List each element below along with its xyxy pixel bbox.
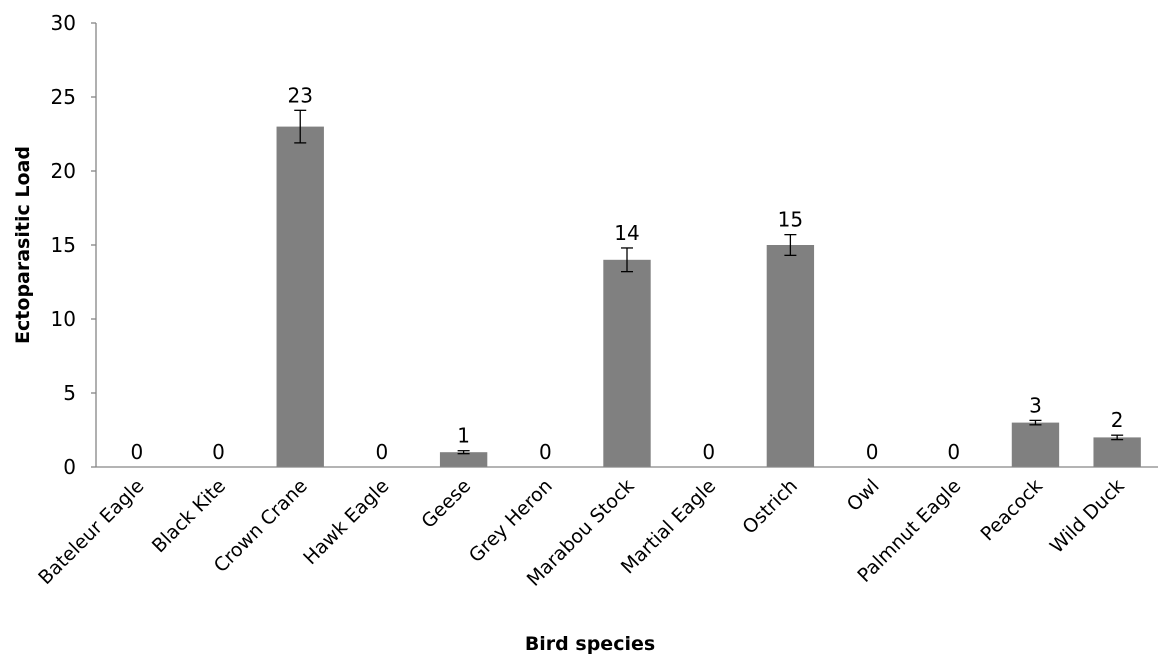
data-label: 0 — [947, 440, 960, 464]
data-label: 0 — [376, 440, 389, 464]
category-label: Hawk Eagle — [299, 475, 393, 569]
category-label: Black Kite — [148, 475, 230, 557]
data-label: 0 — [702, 440, 715, 464]
data-label: 0 — [212, 440, 225, 464]
bar — [276, 126, 324, 467]
category-label: Peacock — [977, 475, 1047, 545]
data-label: 3 — [1029, 393, 1042, 417]
y-tick-label: 5 — [63, 381, 76, 405]
y-axis-title: Ectoparasitic Load — [12, 146, 34, 344]
y-tick-label: 20 — [51, 159, 76, 183]
x-axis-title: Bird species — [525, 633, 655, 655]
bar — [1093, 437, 1141, 467]
category-label: Wild Duck — [1046, 475, 1129, 558]
bar — [1011, 422, 1060, 467]
y-tick-label: 0 — [63, 455, 76, 479]
bar — [603, 259, 651, 467]
y-tick-label: 30 — [51, 11, 76, 35]
data-label: 14 — [614, 221, 639, 245]
data-labels: 0 0 23 0 1 0 14 0 15 0 0 3 2 — [130, 83, 1123, 464]
data-label: 1 — [457, 424, 470, 448]
bar — [766, 245, 815, 467]
category-label: Grey Heron — [465, 475, 557, 567]
data-label: 0 — [130, 440, 143, 464]
category-label: Ostrich — [738, 475, 802, 539]
data-label: 23 — [288, 83, 313, 107]
y-tick-labels: 0 5 10 15 20 25 30 — [51, 11, 96, 479]
category-label: Bateleur Eagle — [34, 475, 148, 589]
category-label: Geese — [417, 475, 475, 533]
error-bars — [294, 109, 1124, 455]
category-label: Owl — [843, 475, 884, 516]
data-label: 0 — [866, 440, 879, 464]
data-label: 2 — [1111, 408, 1124, 432]
data-label: 0 — [539, 440, 552, 464]
axes — [95, 23, 1158, 468]
bar — [439, 452, 488, 467]
y-tick-label: 10 — [51, 307, 76, 331]
bars — [276, 126, 1141, 467]
data-label: 15 — [778, 208, 803, 232]
y-tick-label: 15 — [51, 233, 76, 257]
y-tick-label: 25 — [51, 85, 76, 109]
